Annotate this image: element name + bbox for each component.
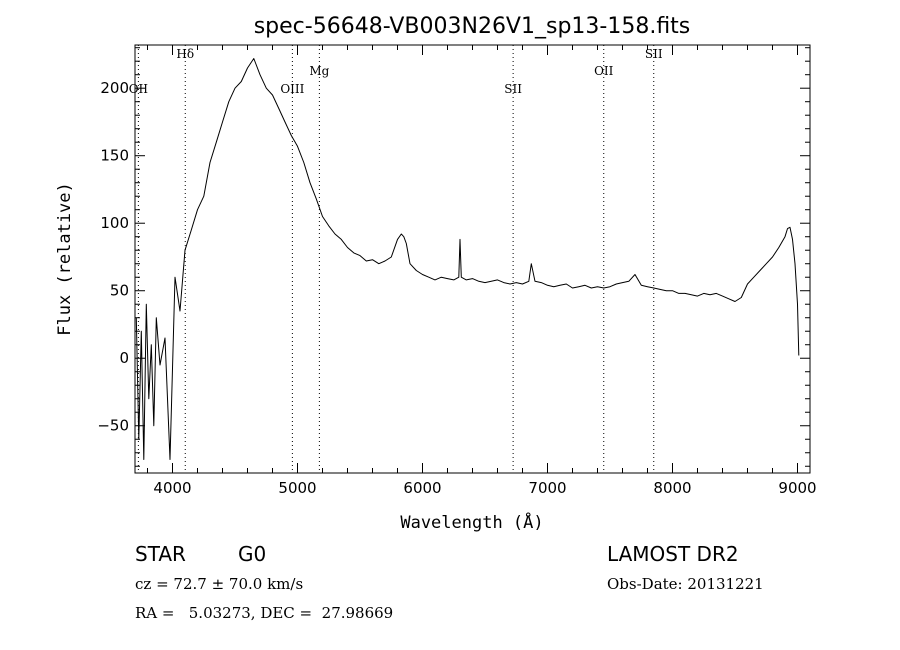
survey-label: LAMOST DR2 — [607, 542, 739, 566]
y-tick-label: −50 — [97, 417, 129, 435]
reference-line-label: OII — [594, 64, 614, 78]
x-tick-label: 6000 — [403, 479, 441, 497]
reference-line-label: OIII — [280, 82, 304, 96]
chart-title: spec-56648-VB003N26V1_sp13-158.fits — [254, 14, 691, 39]
x-tick-label: 8000 — [653, 479, 691, 497]
plot-frame — [134, 44, 811, 474]
y-tick-label: 200 — [100, 79, 129, 97]
reference-line-label: SII — [645, 47, 663, 61]
y-tick-label: 0 — [119, 349, 129, 367]
spectrum-line — [135, 58, 800, 460]
y-tick-label: 50 — [110, 282, 129, 300]
reference-lines: OII Hδ OIII Mg SII OII SII — [129, 45, 663, 473]
x-tick-label: 9000 — [778, 479, 816, 497]
axes: 4000 5000 6000 7000 8000 9000 −50 0 50 100 150 200 — [97, 45, 817, 497]
reference-line-label: SII — [504, 82, 522, 96]
x-tick-label: 4000 — [153, 479, 191, 497]
x-tick-label: 7000 — [528, 479, 566, 497]
reference-line-label: OII — [129, 82, 149, 96]
y-tick-label: 150 — [100, 147, 129, 165]
cz-value: cz = 72.7 ± 70.0 km/s — [135, 575, 304, 593]
reference-line-label: Hδ — [176, 47, 194, 61]
y-tick-label: 100 — [100, 214, 129, 232]
x-tick-label: 5000 — [278, 479, 316, 497]
coordinates: RA = 5.03273, DEC = 27.98669 — [135, 604, 394, 622]
y-axis-label: Flux (relative) — [55, 182, 75, 336]
reference-line-label: Mg — [309, 64, 329, 78]
subclass: G0 — [238, 542, 267, 566]
obs-date: Obs-Date: 20131221 — [607, 575, 764, 593]
object-class: STAR — [135, 542, 186, 566]
x-axis-label: Wavelength (Å) — [400, 511, 543, 533]
series-group — [135, 58, 800, 460]
